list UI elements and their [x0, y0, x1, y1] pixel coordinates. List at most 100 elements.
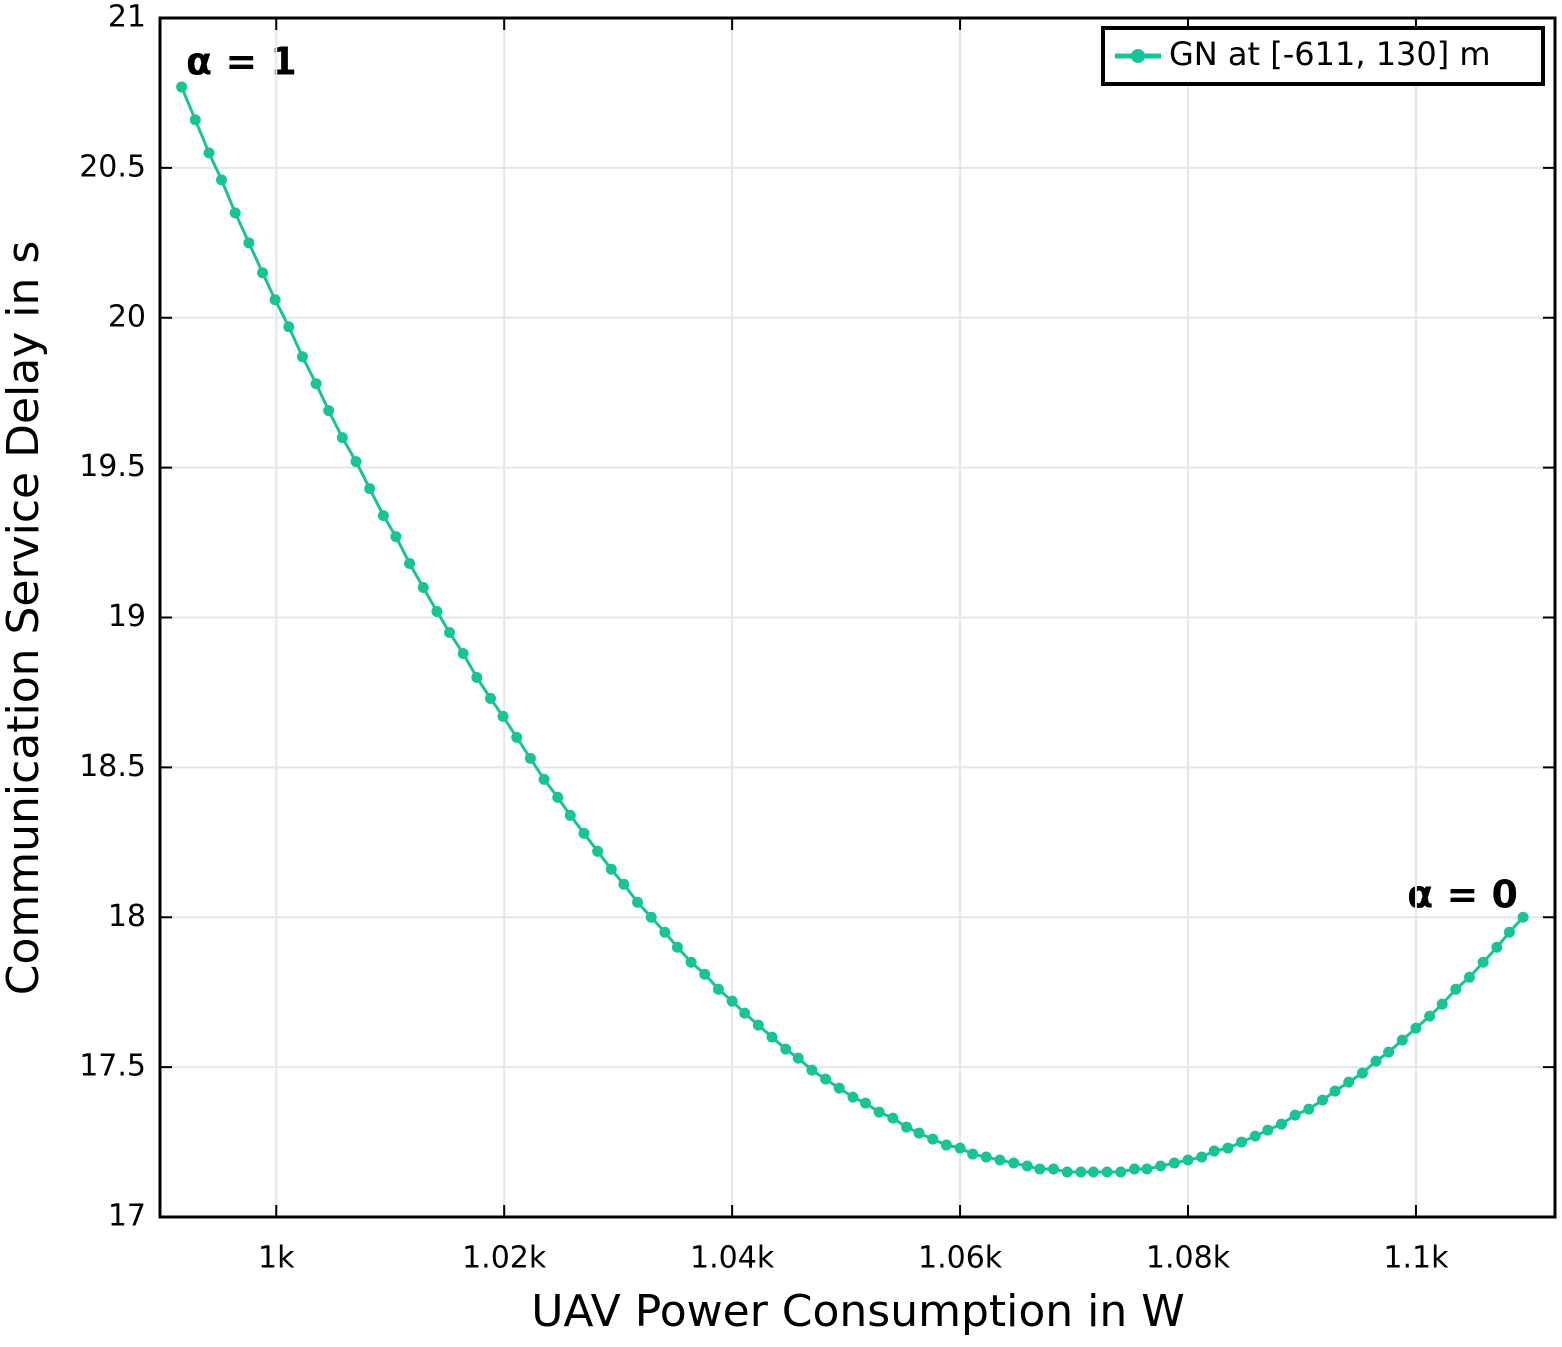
y-axis-title: Communication Service Delay in s — [0, 241, 49, 996]
data-point — [1396, 1034, 1408, 1046]
x-axis-title: UAV Power Consumption in W — [531, 1286, 1185, 1337]
data-point — [296, 351, 308, 363]
data-point — [780, 1043, 792, 1055]
x-tick-label: 1k — [258, 1241, 295, 1276]
data-point — [1517, 911, 1529, 923]
data-point — [524, 752, 536, 764]
plot-frame — [158, 16, 1557, 1219]
data-point — [229, 207, 241, 219]
data-point — [578, 827, 590, 839]
data-point — [1450, 983, 1462, 995]
data-point — [1101, 1166, 1113, 1178]
data-point — [954, 1142, 966, 1154]
data-point — [216, 174, 228, 186]
data-point — [564, 809, 576, 821]
data-point — [497, 710, 509, 722]
data-point — [552, 791, 564, 803]
data-point — [1128, 1163, 1140, 1175]
data-point — [176, 81, 188, 93]
data-point — [847, 1091, 859, 1103]
data-point — [833, 1082, 845, 1094]
x-tick-label: 1.02k — [462, 1241, 547, 1276]
data-point — [1424, 1010, 1436, 1022]
x-tick-label: 1.06k — [918, 1241, 1003, 1276]
data-point — [1208, 1145, 1220, 1157]
data-point — [806, 1064, 818, 1076]
data-point — [685, 956, 697, 968]
data-point — [792, 1052, 804, 1064]
data-point — [726, 995, 738, 1007]
data-point — [645, 911, 657, 923]
data-point — [766, 1031, 778, 1043]
data-point — [618, 878, 630, 890]
y-tick-label: 19 — [108, 599, 146, 634]
data-point — [1168, 1157, 1180, 1169]
data-point — [1329, 1085, 1341, 1097]
data-point — [417, 582, 429, 594]
data-point — [1370, 1055, 1382, 1067]
data-point — [1303, 1103, 1315, 1115]
data-point — [1182, 1154, 1194, 1166]
data-point — [901, 1121, 913, 1133]
data-point — [592, 845, 604, 857]
y-tick-label: 18.5 — [79, 749, 146, 784]
data-point — [1249, 1130, 1261, 1142]
data-point — [671, 941, 683, 953]
y-tick-label: 21 — [108, 0, 146, 35]
data-point — [859, 1097, 871, 1109]
data-point — [1008, 1157, 1020, 1169]
data-point — [283, 321, 295, 333]
data-point — [310, 378, 322, 390]
data-point — [712, 983, 724, 995]
data-point — [1115, 1166, 1127, 1178]
data-point — [632, 896, 644, 908]
x-tick-label: 1.1k — [1383, 1241, 1449, 1276]
data-point — [1343, 1076, 1355, 1088]
data-point — [243, 237, 255, 249]
data-point — [203, 147, 215, 159]
data-point — [457, 647, 469, 659]
data-point — [1048, 1163, 1060, 1175]
x-tick-label: 1.04k — [690, 1241, 775, 1276]
data-point — [1155, 1160, 1167, 1172]
data-point — [1289, 1109, 1301, 1121]
data-point — [1436, 998, 1448, 1010]
data-point — [1222, 1142, 1234, 1154]
data-point — [913, 1127, 925, 1139]
x-tick-label: 1.08k — [1146, 1241, 1231, 1276]
data-point — [390, 531, 402, 543]
y-tick-label: 17.5 — [79, 1049, 146, 1084]
data-point — [404, 558, 416, 570]
y-tick-label: 18 — [108, 899, 146, 934]
data-line — [180, 86, 1525, 1174]
data-point — [377, 510, 389, 522]
data-point — [511, 731, 523, 743]
data-point — [1275, 1118, 1287, 1130]
data-point — [1021, 1160, 1033, 1172]
data-point — [1317, 1094, 1328, 1106]
data-point — [739, 1007, 751, 1019]
data-point — [431, 606, 443, 618]
data-point — [887, 1112, 899, 1124]
annotation: α = 0 — [1407, 873, 1518, 917]
data-point — [752, 1019, 764, 1031]
legend-marker — [1131, 49, 1145, 63]
data-point — [873, 1106, 885, 1118]
data-point — [323, 405, 335, 417]
data-point — [927, 1133, 939, 1145]
data-point — [1236, 1136, 1248, 1148]
data-point — [699, 968, 711, 980]
data-point — [1356, 1067, 1368, 1079]
data-point — [1503, 926, 1515, 938]
data-point — [1477, 956, 1489, 968]
data-point — [269, 294, 281, 306]
data-point — [1410, 1022, 1422, 1034]
y-tick-label: 17 — [108, 1199, 146, 1234]
data-point — [659, 926, 671, 938]
data-point — [538, 773, 550, 785]
data-point — [1464, 971, 1476, 983]
data-point — [350, 456, 362, 468]
data-point — [980, 1151, 992, 1163]
annotation: α = 1 — [186, 40, 297, 84]
legend-label: GN at [-611, 130] m — [1169, 35, 1491, 73]
